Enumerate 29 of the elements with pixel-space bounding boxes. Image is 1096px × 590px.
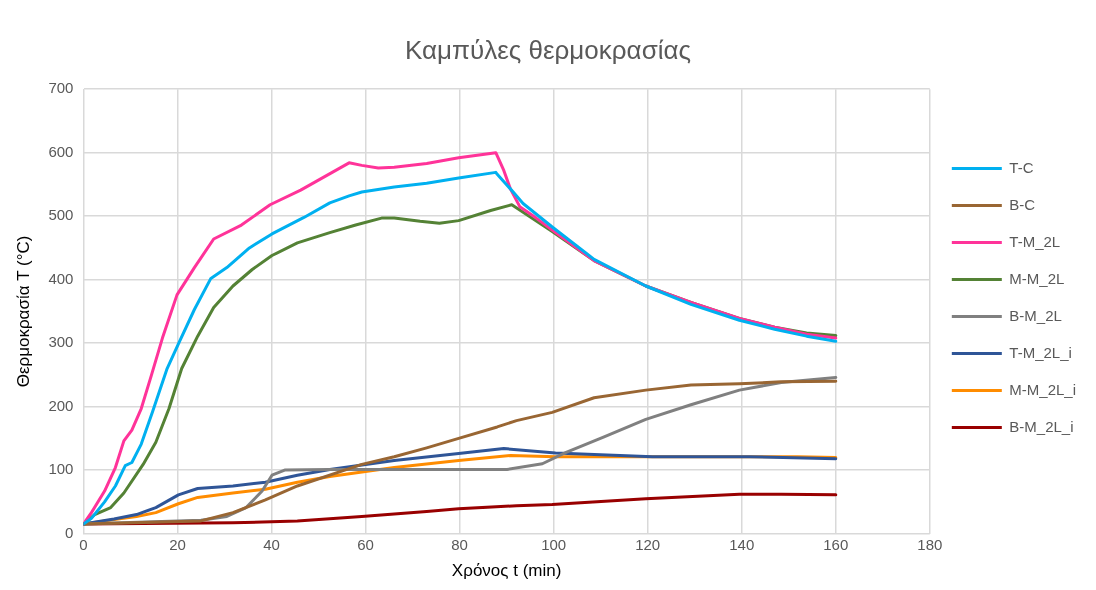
x-tick-label: 100 — [541, 535, 567, 553]
legend-label: B-M_2L — [1009, 306, 1062, 324]
x-tick-label: 40 — [263, 535, 280, 553]
legend-label: T-M_2L_i — [1009, 343, 1072, 361]
legend-label: B-M_2L_i — [1009, 417, 1074, 435]
x-tick-label: 0 — [79, 535, 88, 553]
y-tick-label: 300 — [48, 333, 74, 351]
y-tick-label: 600 — [48, 142, 74, 160]
y-axis-title: Θερμοκρασία T (°C) — [13, 235, 33, 388]
x-tick-label: 140 — [729, 535, 755, 553]
legend-label: B-C — [1009, 195, 1036, 213]
x-tick-label: 20 — [169, 535, 186, 553]
x-axis-title: Χρόνος t (min) — [451, 561, 562, 581]
x-tick-label: 160 — [823, 535, 849, 553]
legend-label: T-M_2L — [1009, 232, 1061, 250]
y-tick-label: 500 — [48, 206, 74, 224]
y-tick-label: 700 — [48, 79, 74, 97]
y-tick-label: 0 — [65, 523, 74, 541]
y-tick-label: 400 — [48, 269, 74, 287]
legend-label: M-M_2L — [1009, 269, 1065, 287]
legend-label: T-C — [1009, 158, 1034, 176]
x-tick-label: 120 — [635, 535, 661, 553]
y-tick-label: 100 — [48, 460, 74, 478]
x-tick-label: 180 — [917, 535, 943, 553]
x-tick-label: 80 — [451, 535, 468, 553]
x-tick-label: 60 — [357, 535, 374, 553]
legend-label: M-M_2L_i — [1009, 380, 1076, 398]
y-tick-label: 200 — [48, 396, 74, 414]
chart-title: Καμπύλες θερμοκρασίας — [404, 34, 692, 65]
